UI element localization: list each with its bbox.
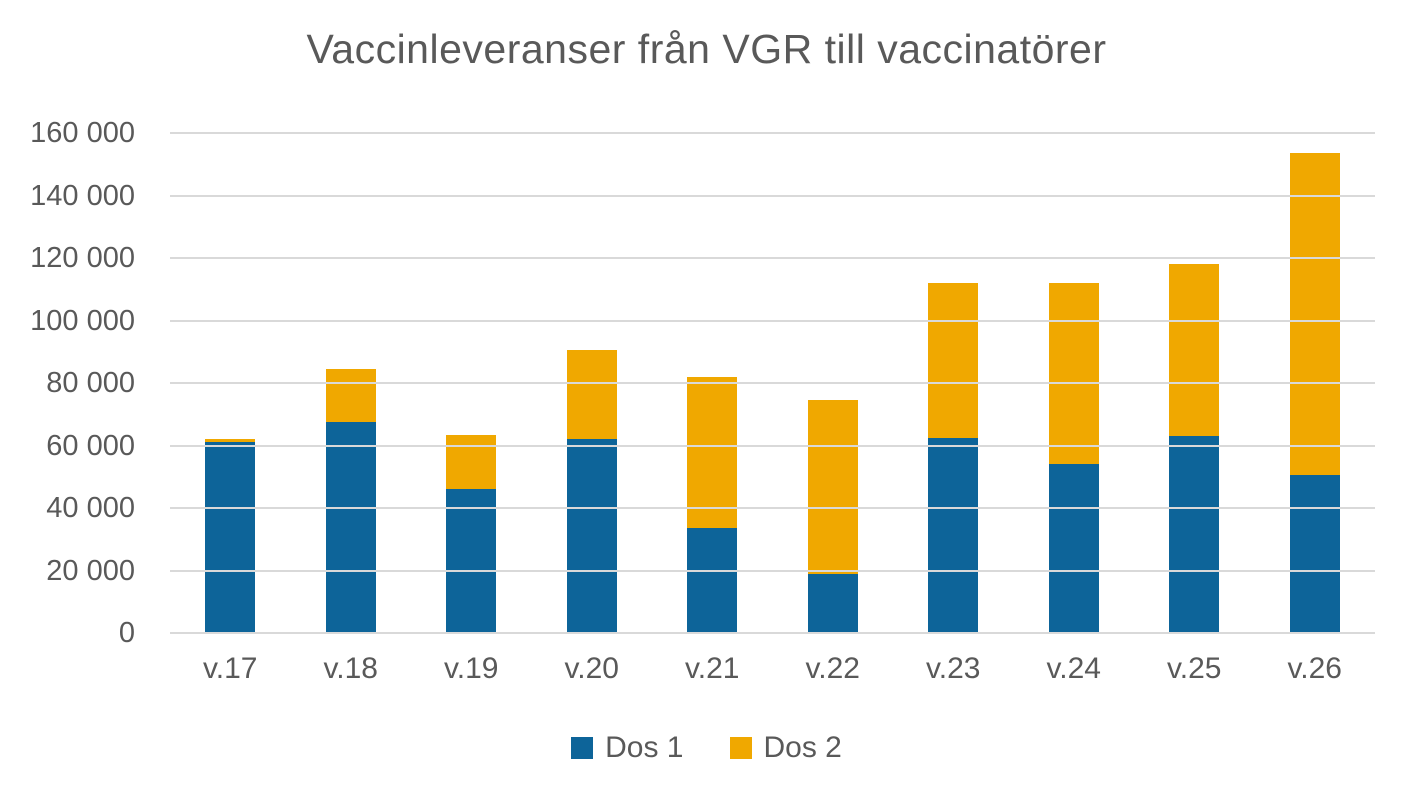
x-axis-tick-label: v.23 xyxy=(926,652,981,685)
gridline xyxy=(170,257,1375,259)
x-axis-tick-label: v.20 xyxy=(564,652,619,685)
y-axis: 0 20 000 40 000 60 000 80 000 100 000 120 000 1… xyxy=(0,118,140,648)
y-axis-tick-label: 0 xyxy=(118,617,135,649)
bar-segment-dos-2-v.25 xyxy=(1169,264,1220,437)
bars-container xyxy=(170,133,1375,633)
y-axis-tick-label: 40 000 xyxy=(46,492,135,524)
y-axis-tick-label: 80 000 xyxy=(46,367,135,399)
gridline xyxy=(170,382,1375,384)
bar-group-v.23 xyxy=(893,133,1014,633)
x-axis-tick-label: v.22 xyxy=(805,652,860,685)
y-axis-tick-label: 120 000 xyxy=(30,242,135,274)
bar-group-v.17 xyxy=(170,133,291,633)
bar-group-v.25 xyxy=(1134,133,1255,633)
bar-segment-dos-2-v.24 xyxy=(1048,283,1099,465)
bar-group-v.19 xyxy=(411,133,532,633)
y-axis-tick-label: 20 000 xyxy=(46,554,135,587)
bar-segment-dos-1-v.17 xyxy=(205,442,256,633)
bar-segment-dos-1-v.21 xyxy=(687,528,738,633)
y-axis-tick-label: 160 000 xyxy=(30,117,135,149)
stacked-bar-v.25 xyxy=(1169,264,1220,633)
bar-group-v.26 xyxy=(1255,133,1376,633)
x-axis-tick-label: v.24 xyxy=(1046,652,1101,685)
bar-segment-dos-2-v.23 xyxy=(928,283,979,438)
x-axis-tick-label: v.18 xyxy=(323,652,378,685)
bar-segment-dos-2-v.26 xyxy=(1289,153,1340,476)
legend-swatch-icon xyxy=(571,737,594,759)
gridline xyxy=(170,444,1375,447)
stacked-bar-v.22 xyxy=(807,400,858,633)
bar-group-v.22 xyxy=(773,133,894,633)
bar-segment-dos-2-v.22 xyxy=(807,400,858,574)
gridline xyxy=(170,632,1375,634)
bar-segment-dos-2-v.20 xyxy=(566,350,617,440)
legend-label: Dos 1 xyxy=(605,731,684,764)
bar-segment-dos-1-v.24 xyxy=(1048,464,1099,633)
legend-item-dos-2: Dos 2 xyxy=(729,731,842,765)
gridline xyxy=(170,319,1375,322)
x-axis-tick-label: v.21 xyxy=(685,652,740,685)
stacked-bar-v.20 xyxy=(566,350,617,633)
bar-group-v.21 xyxy=(652,133,773,633)
bar-group-v.20 xyxy=(532,133,653,633)
stacked-bar-v.23 xyxy=(928,283,979,633)
x-axis-tick-label: v.26 xyxy=(1287,652,1342,685)
bar-segment-dos-1-v.19 xyxy=(446,489,497,633)
bar-segment-dos-2-v.21 xyxy=(687,376,738,529)
y-axis-tick-label: 140 000 xyxy=(30,179,135,212)
bar-segment-dos-1-v.22 xyxy=(807,573,858,633)
y-axis-tick-label: 100 000 xyxy=(30,304,135,337)
bar-segment-dos-1-v.20 xyxy=(566,439,617,633)
legend-swatch-icon xyxy=(729,737,752,759)
gridline xyxy=(170,132,1375,134)
stacked-bar-v.21 xyxy=(687,376,738,633)
bar-segment-dos-1-v.18 xyxy=(325,422,376,633)
bar-segment-dos-1-v.25 xyxy=(1169,436,1220,633)
bar-group-v.18 xyxy=(291,133,412,633)
bar-segment-dos-1-v.26 xyxy=(1289,475,1340,633)
stacked-bar-v.18 xyxy=(325,368,376,633)
bar-segment-dos-2-v.18 xyxy=(325,368,376,423)
legend-item-dos-1: Dos 1 xyxy=(571,731,684,765)
bar-group-v.24 xyxy=(1014,133,1135,633)
stacked-bar-v.19 xyxy=(446,434,497,633)
stacked-bar-v.24 xyxy=(1048,283,1099,633)
x-axis-tick-label: v.19 xyxy=(444,652,499,685)
x-axis: v.17 v.18 v.19 v.20 v.21 v.22 v.23 v.24 v.25 v.26 xyxy=(170,652,1375,686)
x-axis-tick-label: v.25 xyxy=(1167,652,1222,685)
y-axis-tick-label: 60 000 xyxy=(46,429,135,462)
legend-label: Dos 2 xyxy=(763,731,842,764)
chart-title: Vaccinleveranser från VGR till vaccinatö… xyxy=(306,26,1107,72)
bar-segment-dos-2-v.19 xyxy=(446,434,497,490)
gridline xyxy=(170,507,1375,509)
plot-area xyxy=(170,132,1375,634)
bar-segment-dos-2-v.17 xyxy=(205,439,256,443)
legend: Dos 1 Dos 2 xyxy=(0,731,1413,765)
stacked-bar-v.17 xyxy=(205,439,256,633)
stacked-bar-v.26 xyxy=(1289,153,1340,633)
bar-segment-dos-1-v.23 xyxy=(928,437,979,633)
x-axis-tick-label: v.17 xyxy=(203,652,258,685)
gridline xyxy=(170,569,1375,572)
gridline xyxy=(170,194,1375,197)
